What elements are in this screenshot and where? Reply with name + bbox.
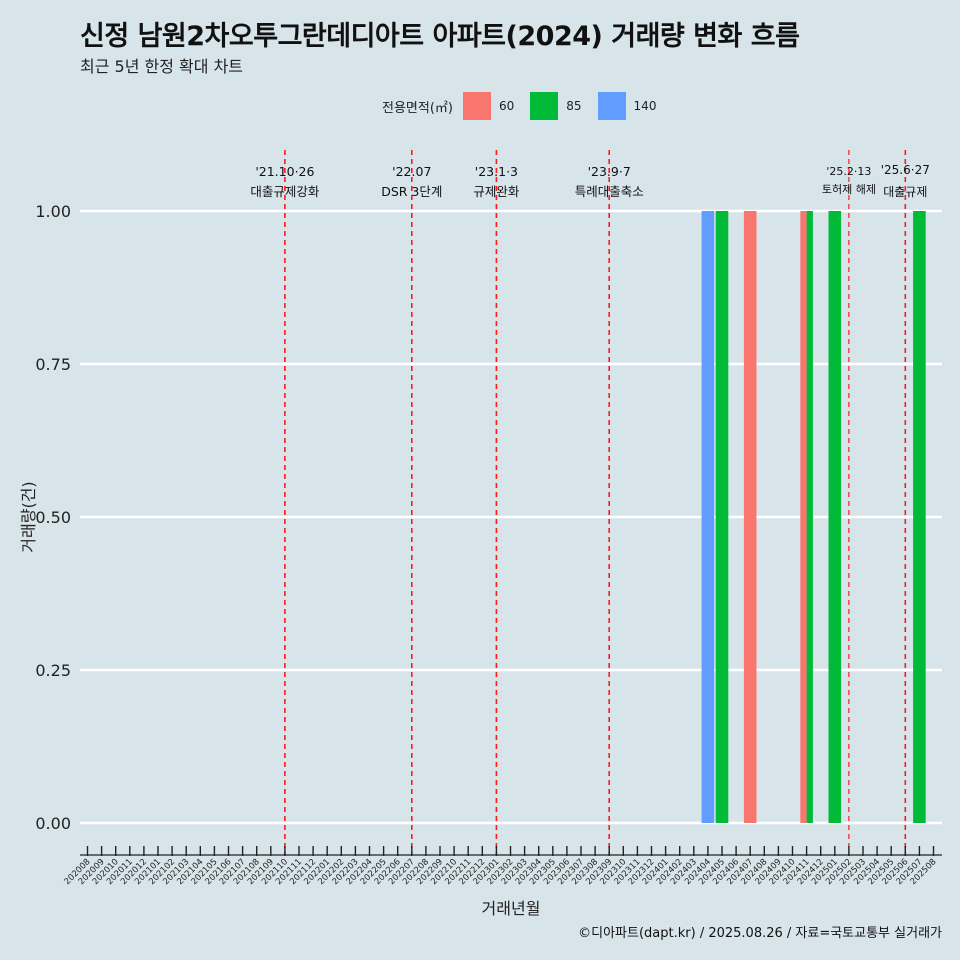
event-label-202506: 대출규제 bbox=[883, 185, 927, 199]
chart-title: 신정 남원2차오투그란데디아트 아파트(2024) 거래량 변화 흐름 bbox=[80, 21, 800, 52]
legend-title: 전용면적(㎡) bbox=[382, 100, 453, 116]
source-caption: ©디아파트(dapt.kr) / 2025.08.26 / 자료=국토교통부 실… bbox=[578, 926, 942, 941]
event-date-202301: '23.1·3 bbox=[475, 164, 518, 179]
legend-item-60: 60 bbox=[462, 92, 522, 120]
legend: 전용면적(㎡) 60 85 140 bbox=[382, 92, 672, 120]
x-axis: 2020082020092020102020112020122021012021… bbox=[63, 846, 942, 887]
legend-label-140: 140 bbox=[633, 99, 657, 113]
bar-60-202407 bbox=[743, 211, 757, 823]
y-tick-label-0.00: 0.00 bbox=[35, 814, 71, 833]
event-date-202506: '25.6·27 bbox=[881, 163, 930, 177]
event-label-202309: 특례대출축소 bbox=[575, 184, 644, 199]
bar-60-202411 bbox=[800, 211, 807, 823]
legend-label-60: 60 bbox=[498, 99, 515, 113]
event-lines bbox=[284, 150, 907, 855]
y-tick-label-1.00: 1.00 bbox=[35, 202, 71, 221]
legend-item-85: 85 bbox=[530, 92, 589, 120]
x-axis-title: 거래년월 bbox=[482, 899, 541, 918]
bar-85-202501 bbox=[828, 211, 842, 823]
y-tick-label-0.50: 0.50 bbox=[35, 508, 71, 527]
event-date-202309: '23.9·7 bbox=[588, 164, 631, 179]
bars bbox=[701, 211, 926, 823]
bar-140-202404 bbox=[701, 211, 715, 823]
chart-subtitle: 최근 5년 한정 확대 차트 bbox=[80, 57, 244, 76]
bar-85-202507 bbox=[913, 211, 926, 823]
y-axis: 0.00 0.25 0.50 0.75 1.00 bbox=[35, 202, 71, 833]
event-label-202110: 대출규제강화 bbox=[250, 184, 320, 199]
y-axis-title: 거래량(건) bbox=[19, 481, 38, 552]
event-date-202110: '21.10·26 bbox=[255, 164, 314, 179]
legend-item-140: 140 bbox=[597, 92, 665, 120]
event-label-202207: DSR 3단계 bbox=[381, 184, 442, 199]
bar-85-202405 bbox=[715, 211, 729, 823]
legend-swatch-140 bbox=[597, 92, 626, 120]
event-label-202502: 토허제 해제 bbox=[822, 182, 876, 196]
legend-swatch-85 bbox=[530, 92, 559, 120]
bar-85-202411 bbox=[806, 211, 813, 823]
event-label-202301: 규제완화 bbox=[473, 184, 520, 199]
gridlines bbox=[80, 209, 942, 825]
event-date-202207: '22.07 bbox=[392, 164, 431, 179]
event-date-202502: '25.2·13 bbox=[826, 165, 871, 178]
y-tick-label-0.25: 0.25 bbox=[35, 661, 71, 680]
event-annotations: '21.10·26 대출규제강화 '22.07 DSR 3단계 '23.1·3 규제완화 '… bbox=[250, 163, 929, 199]
legend-label-85: 85 bbox=[566, 99, 582, 113]
legend-swatch-60 bbox=[462, 92, 491, 120]
y-tick-label-0.75: 0.75 bbox=[35, 355, 71, 374]
